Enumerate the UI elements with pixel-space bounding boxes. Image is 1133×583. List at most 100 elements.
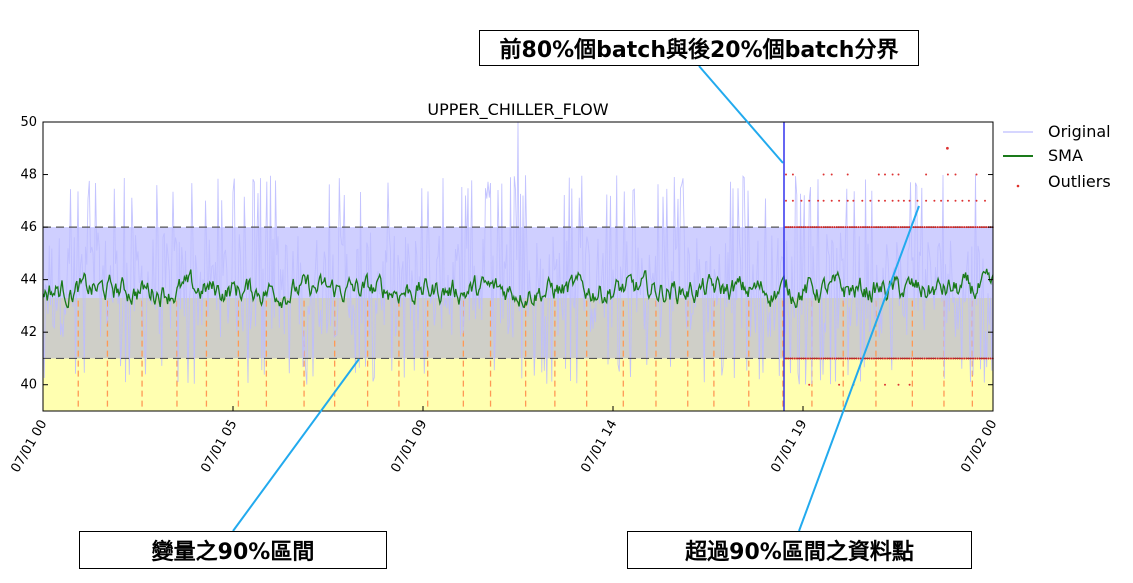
outlier-point bbox=[879, 357, 882, 360]
outlier-point bbox=[930, 357, 933, 360]
x-axis: 07/01 00 07/01 05 07/01 09 07/01 14 07/01 19… bbox=[8, 406, 1000, 475]
outlier-point bbox=[917, 226, 919, 229]
outlier-point bbox=[978, 226, 981, 229]
outlier-point bbox=[822, 226, 825, 229]
outlier-point bbox=[932, 357, 935, 360]
outlier-point bbox=[954, 357, 957, 360]
outlier-point bbox=[855, 226, 858, 229]
outlier-point bbox=[785, 226, 787, 229]
outlier-point bbox=[853, 226, 856, 229]
outlier-point bbox=[891, 199, 894, 202]
outlier-point bbox=[980, 226, 983, 229]
outlier-point bbox=[811, 226, 814, 229]
outlier-point bbox=[917, 357, 919, 360]
outlier-point bbox=[974, 357, 977, 360]
outlier-point bbox=[813, 357, 816, 360]
outlier-point bbox=[829, 226, 831, 229]
outlier-point bbox=[908, 226, 911, 229]
outlier-point bbox=[967, 199, 970, 202]
outlier-point bbox=[846, 173, 849, 176]
outlier-point bbox=[958, 357, 961, 360]
outlier-point bbox=[881, 226, 884, 229]
outlier-point bbox=[851, 226, 853, 229]
outlier-point bbox=[987, 357, 990, 360]
outlier-point bbox=[835, 226, 838, 229]
y-tick-label: 42 bbox=[20, 325, 37, 340]
outlier-point bbox=[846, 357, 849, 360]
outlier-point bbox=[813, 226, 816, 229]
outlier-point bbox=[941, 226, 944, 229]
outlier-point bbox=[796, 357, 798, 360]
outlier-point bbox=[820, 226, 823, 229]
sma-line bbox=[42, 268, 994, 309]
y-tick-label: 40 bbox=[20, 378, 37, 393]
x-tick-label: 07/01 00 bbox=[8, 418, 50, 476]
outlier-point bbox=[824, 357, 827, 360]
outlier-point bbox=[975, 173, 978, 176]
outlier-point bbox=[851, 357, 853, 360]
outlier-point bbox=[921, 226, 924, 229]
outlier-point bbox=[983, 226, 985, 229]
outlier-point bbox=[837, 226, 840, 229]
band-middle-fill bbox=[43, 298, 993, 359]
callout-line-top bbox=[698, 65, 784, 164]
outlier-point bbox=[906, 357, 908, 360]
outlier-point bbox=[870, 226, 873, 229]
outlier-point bbox=[848, 357, 851, 360]
outlier-point bbox=[838, 383, 841, 386]
legend: Original SMA Outliers bbox=[1003, 122, 1111, 191]
x-tick-label: 07/01 19 bbox=[768, 418, 810, 476]
outlier-point bbox=[969, 357, 972, 360]
outlier-point bbox=[884, 383, 886, 386]
outlier-point bbox=[945, 226, 948, 229]
outlier-point bbox=[961, 226, 963, 229]
outlier-point bbox=[930, 226, 933, 229]
outlier-point bbox=[891, 173, 894, 176]
outlier-point bbox=[864, 357, 867, 360]
outlier-point bbox=[923, 226, 926, 229]
outlier-point bbox=[877, 226, 880, 229]
outlier-point bbox=[789, 357, 792, 360]
outlier-point bbox=[857, 226, 860, 229]
outlier-point bbox=[796, 226, 798, 229]
outlier-point bbox=[906, 226, 908, 229]
outlier-point bbox=[833, 357, 836, 360]
outlier-point bbox=[916, 199, 919, 202]
outlier-point bbox=[822, 357, 825, 360]
outlier-point bbox=[967, 357, 970, 360]
outlier-point bbox=[793, 226, 796, 229]
outlier-point bbox=[961, 357, 963, 360]
outlier-point bbox=[919, 226, 922, 229]
outlier-point bbox=[875, 357, 878, 360]
outlier-point bbox=[791, 173, 794, 176]
outlier-point bbox=[897, 173, 900, 176]
outlier-point bbox=[947, 357, 950, 360]
outlier-point bbox=[807, 357, 809, 360]
legend-label: Original bbox=[1048, 122, 1111, 141]
outlier-point bbox=[802, 357, 805, 360]
series-sma bbox=[42, 268, 994, 309]
outlier-point bbox=[864, 226, 867, 229]
outlier-point bbox=[869, 199, 872, 202]
outlier-point bbox=[824, 226, 827, 229]
outlier-point bbox=[830, 199, 833, 202]
outlier-point bbox=[952, 357, 955, 360]
outlier-point bbox=[902, 199, 905, 202]
outlier-point bbox=[800, 199, 803, 202]
outlier-point bbox=[903, 226, 906, 229]
outlier-point bbox=[934, 357, 937, 360]
outlier-point bbox=[846, 199, 849, 202]
outlier-point bbox=[844, 226, 847, 229]
outlier-point bbox=[954, 199, 957, 202]
chart-title: UPPER_CHILLER_FLOW bbox=[427, 100, 608, 120]
outlier-point bbox=[866, 357, 869, 360]
outlier-point bbox=[804, 357, 807, 360]
outlier-point bbox=[873, 226, 875, 229]
legend-label: Outliers bbox=[1048, 172, 1111, 191]
outlier-point bbox=[822, 199, 825, 202]
outlier-point bbox=[941, 357, 944, 360]
outlier-point bbox=[800, 226, 803, 229]
outlier-point bbox=[826, 226, 829, 229]
outlier-point bbox=[954, 173, 957, 176]
outlier-point bbox=[965, 226, 968, 229]
